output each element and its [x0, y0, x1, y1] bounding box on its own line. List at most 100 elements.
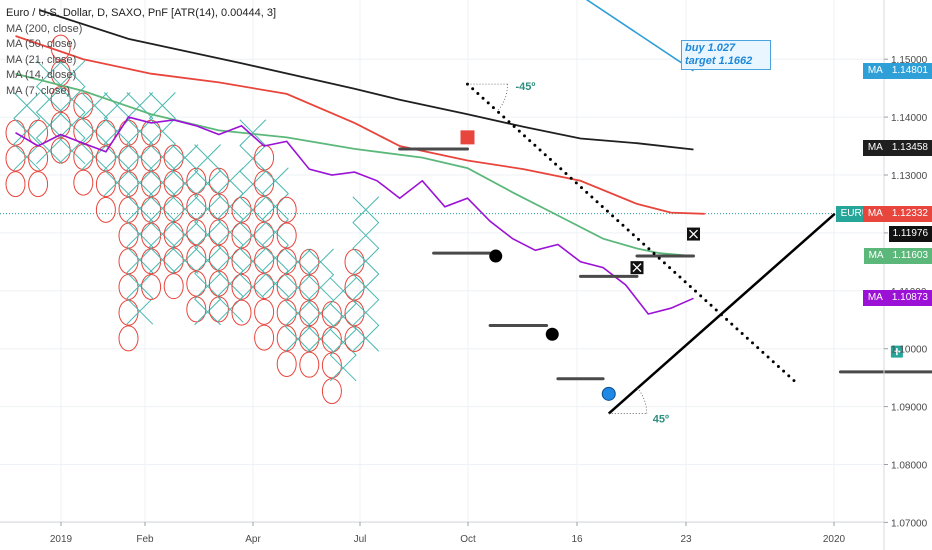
pnf-x-box [126, 220, 154, 248]
pnf-x-box [262, 167, 289, 195]
plus-icon [893, 348, 901, 356]
pnf-x-box [284, 274, 312, 301]
pnf-o-box [208, 270, 229, 297]
x-tick-label: Feb [136, 534, 154, 545]
pnf-x-box [126, 272, 154, 299]
pnf-o-box [118, 248, 139, 275]
pnf-o-box [321, 378, 342, 405]
pnf-x-box [149, 143, 176, 171]
y-tick-label: 1.09000 [891, 403, 928, 414]
pnf-o-box [141, 273, 162, 300]
angle-arc-top [467, 83, 508, 112]
ma7-line [585, 0, 694, 72]
pnf-x-box [171, 221, 199, 249]
pnf-o-box [254, 324, 275, 351]
pnf-o-box [276, 325, 297, 352]
pnf-o-box [118, 273, 139, 300]
pnf-x-box [103, 169, 131, 196]
black-square-x-icon [632, 263, 642, 273]
pnf-x-box [239, 145, 267, 172]
pnf-o-box [276, 196, 297, 223]
pnf-o-box [231, 248, 252, 275]
chart-legend: Euro / U.S. Dollar, D, SAXO, PnF [ATR(14… [6, 6, 276, 99]
legend-item-ma50[interactable]: MA (50, close) [6, 38, 77, 50]
pnf-o-box [299, 325, 320, 352]
black-circle-marker [545, 327, 559, 341]
price-badge: MA 1.10873 [862, 290, 932, 307]
pnf-x-box [352, 273, 380, 301]
pnf-o-box [163, 196, 184, 223]
pnf-x-box [284, 325, 312, 353]
x-tick-label: 23 [680, 534, 692, 545]
pnf-o-box [163, 144, 184, 171]
pnf-x-box [126, 246, 154, 274]
pnf-o-box [208, 193, 229, 220]
pnf-x-box [36, 111, 63, 139]
pnf-x-box [126, 143, 154, 171]
price-badge-tag: MA [862, 290, 888, 307]
pnf-o-box [118, 299, 139, 326]
y-tick-label: 1.13000 [891, 171, 928, 182]
angle-arc-bottom [608, 387, 648, 414]
pnf-x-box [307, 299, 334, 327]
pnf-x-box [352, 299, 380, 326]
pnf-o-box [118, 196, 139, 223]
pnf-x-box [352, 324, 380, 352]
pnf-x-box [194, 247, 221, 274]
pnf-x-box [126, 297, 154, 325]
pnf-o-box [276, 222, 297, 249]
legend-item-ma21[interactable]: MA (21, close) [6, 53, 77, 66]
pnf-x-box [352, 196, 380, 224]
price-badge: MA 1.13458 [862, 140, 932, 157]
pnf-o-box [299, 351, 320, 378]
pnf-x-box [81, 92, 108, 119]
y-tick-label: 1.07000 [891, 518, 928, 529]
pnf-x-box [149, 220, 176, 248]
pnf-o-box [73, 143, 94, 170]
pnf-x-box [149, 169, 176, 196]
pnf-x-box [81, 117, 108, 145]
pnf-x-box [194, 195, 221, 223]
price-badge-tag: MA [862, 205, 888, 222]
pnf-x-box [171, 144, 199, 171]
pnf-x-box [171, 195, 199, 223]
angle-label-top: -45º [516, 81, 536, 93]
pnf-x-box [194, 221, 221, 249]
pnf-o-box [141, 145, 162, 172]
legend-item-ma14[interactable]: MA (14, close) [6, 69, 77, 81]
pnf-x-box [194, 298, 221, 326]
pnf-o-box [163, 247, 184, 274]
ma50-line [15, 35, 705, 215]
pnf-x-box [284, 248, 312, 276]
pnf-o-box [231, 196, 252, 223]
legend-item-ma7[interactable]: MA (7, close) [6, 84, 71, 97]
pnf-o-box [163, 273, 184, 300]
blue-circle-marker [601, 386, 616, 401]
pnf-o-box [141, 248, 162, 275]
pnf-o-box [50, 86, 71, 113]
angle-label-bottom: 45º [653, 414, 669, 426]
black-circle-marker [489, 249, 503, 263]
pnf-x-box [352, 222, 380, 249]
pnf-x-box [149, 246, 176, 274]
pnf-o-box [231, 273, 252, 300]
pnf-x-box [307, 248, 334, 276]
pnf-o-box [73, 169, 94, 196]
pnf-o-box [208, 244, 229, 271]
pnf-o-box [163, 170, 184, 197]
pnf-x-box [194, 169, 221, 197]
red-square-marker [460, 130, 475, 145]
pnf-o-box [231, 299, 252, 326]
pnf-o-box [276, 350, 297, 377]
pnf-x-box [36, 60, 63, 88]
price-badge: MA 1.11603 [863, 247, 932, 264]
pnf-x-box [58, 111, 86, 139]
trade-note[interactable]: buy 1.027 target 1.1662 [681, 40, 771, 70]
pnf-x-box [239, 222, 267, 249]
pnf-x-box [239, 196, 267, 224]
pnf-o-box [163, 221, 184, 248]
pnf-o-box [95, 196, 116, 223]
legend-item-ma200[interactable]: MA (200, close) [6, 22, 83, 35]
pnf-o-box [141, 119, 162, 146]
